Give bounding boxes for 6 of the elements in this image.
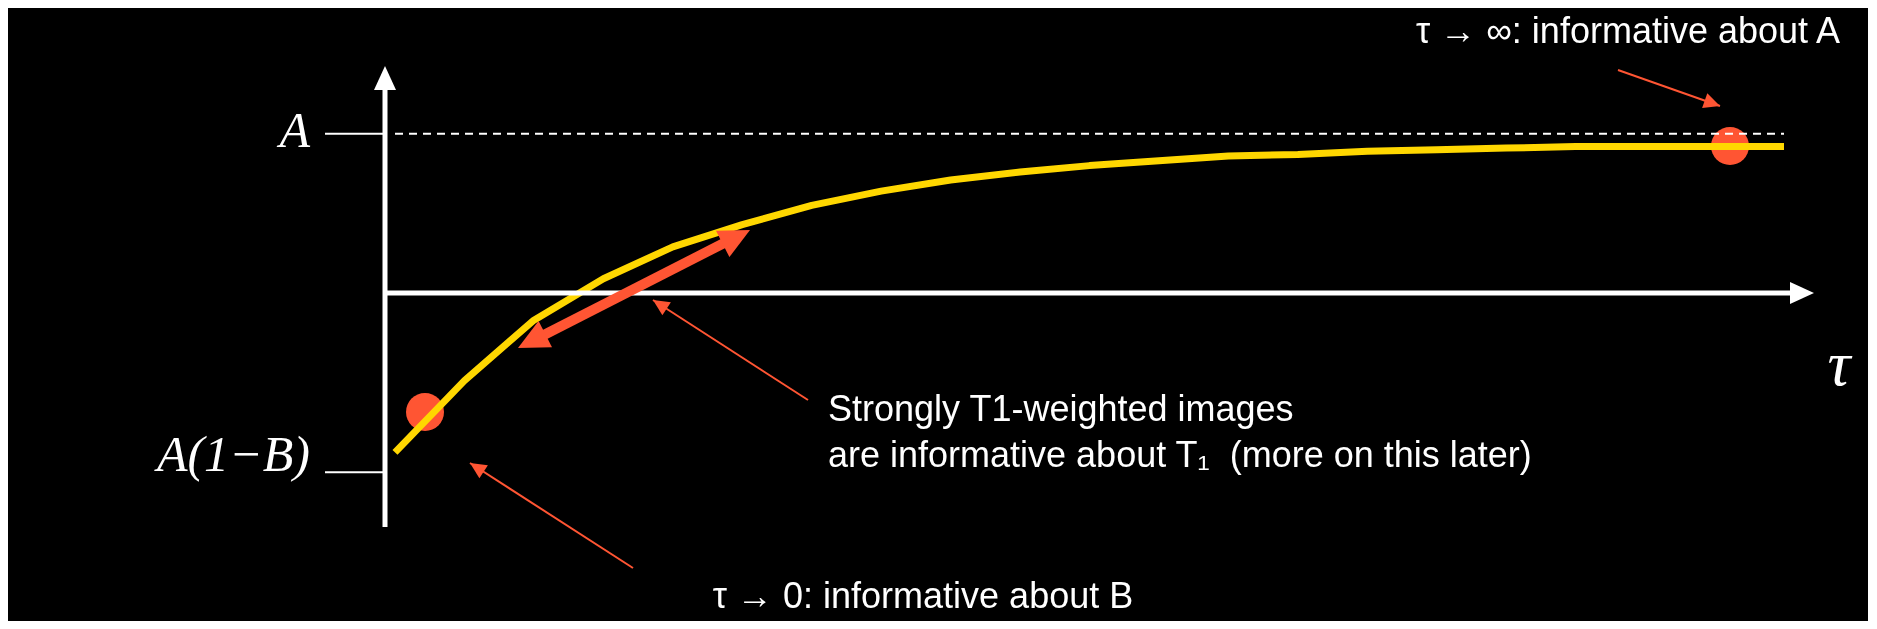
text: A(1−B) (153, 426, 310, 483)
x-axis-title: τ (1827, 327, 1853, 399)
text: A (276, 101, 311, 158)
text: τ → 0: informative about B (712, 574, 1134, 616)
annotation: Strongly T1-weighted images are informative about T₁ (more on this later) (828, 387, 1532, 475)
text: τ → ∞: informative about A (1415, 9, 1841, 51)
